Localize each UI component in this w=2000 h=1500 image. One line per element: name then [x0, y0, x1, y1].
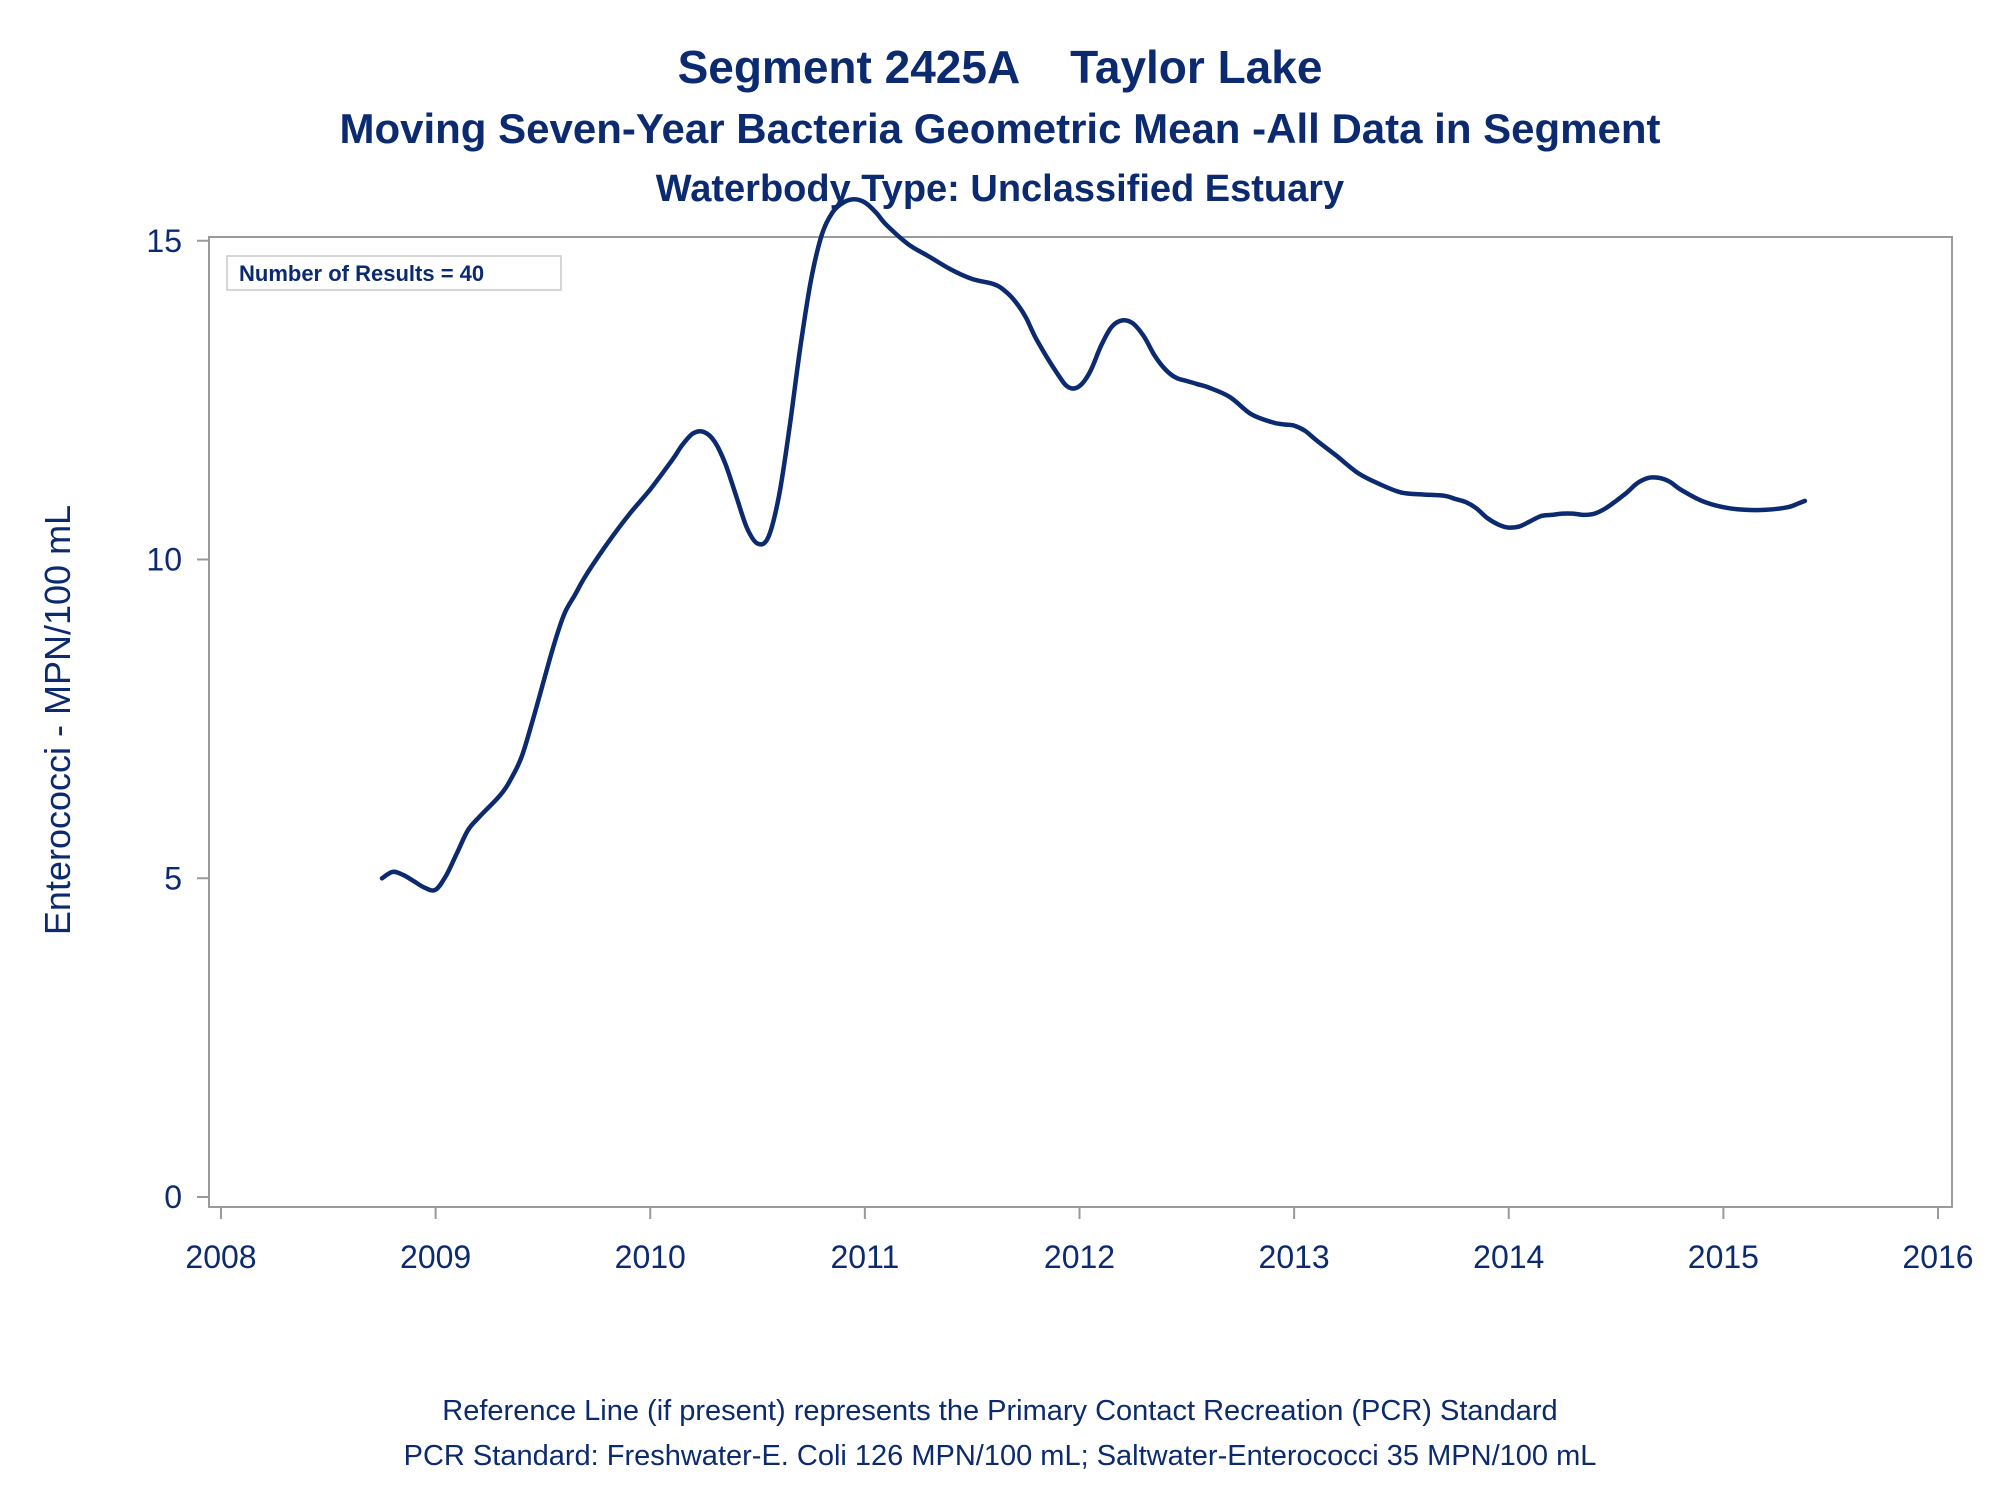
footnote-pcr-standard: PCR Standard: Freshwater-E. Coli 126 MPN… [403, 1440, 1597, 1472]
x-axis: 2008 2009 2010 2011 2012 2013 2014 2015 2016 [185, 1207, 1974, 1275]
y-tick-label: 0 [164, 1179, 182, 1215]
results-count-box: Number of Results = 40 [226, 255, 562, 291]
x-tick-label: 2016 [1902, 1239, 1973, 1275]
y-tick-label: 15 [146, 223, 182, 259]
x-tick-label: 2009 [400, 1239, 471, 1275]
x-tick-label: 2011 [830, 1239, 899, 1275]
x-tick-label: 2012 [1044, 1239, 1115, 1275]
segment-title: Segment 2425A [677, 41, 1021, 93]
y-axis: 0 5 10 15 [146, 223, 209, 1215]
x-tick-label: 2015 [1688, 1239, 1759, 1275]
waterbody-type: Waterbody Type: Unclassified Estuary [655, 168, 1345, 210]
x-tick-label: 2014 [1473, 1239, 1544, 1275]
y-axis-title: Enterococci - MPN/100 mL [37, 505, 78, 935]
series-line-enterococci [379, 197, 1808, 893]
y-tick-label: 10 [146, 542, 182, 578]
chart-title: Segment 2425A Taylor Lake [0, 40, 2000, 94]
waterbody-title: Taylor Lake [1070, 41, 1323, 93]
footnote-reference-line: Reference Line (if present) represents t… [442, 1395, 1558, 1427]
results-count-box-border [226, 255, 562, 291]
chart-subtitle: Moving Seven-Year Bacteria Geometric Mea… [339, 105, 1661, 152]
y-tick-label: 5 [164, 860, 182, 896]
x-tick-label: 2010 [615, 1239, 686, 1275]
results-count-label: Number of Results = 40 [239, 261, 484, 286]
x-tick-label: 2013 [1259, 1239, 1330, 1275]
x-tick-label: 2008 [185, 1239, 256, 1275]
